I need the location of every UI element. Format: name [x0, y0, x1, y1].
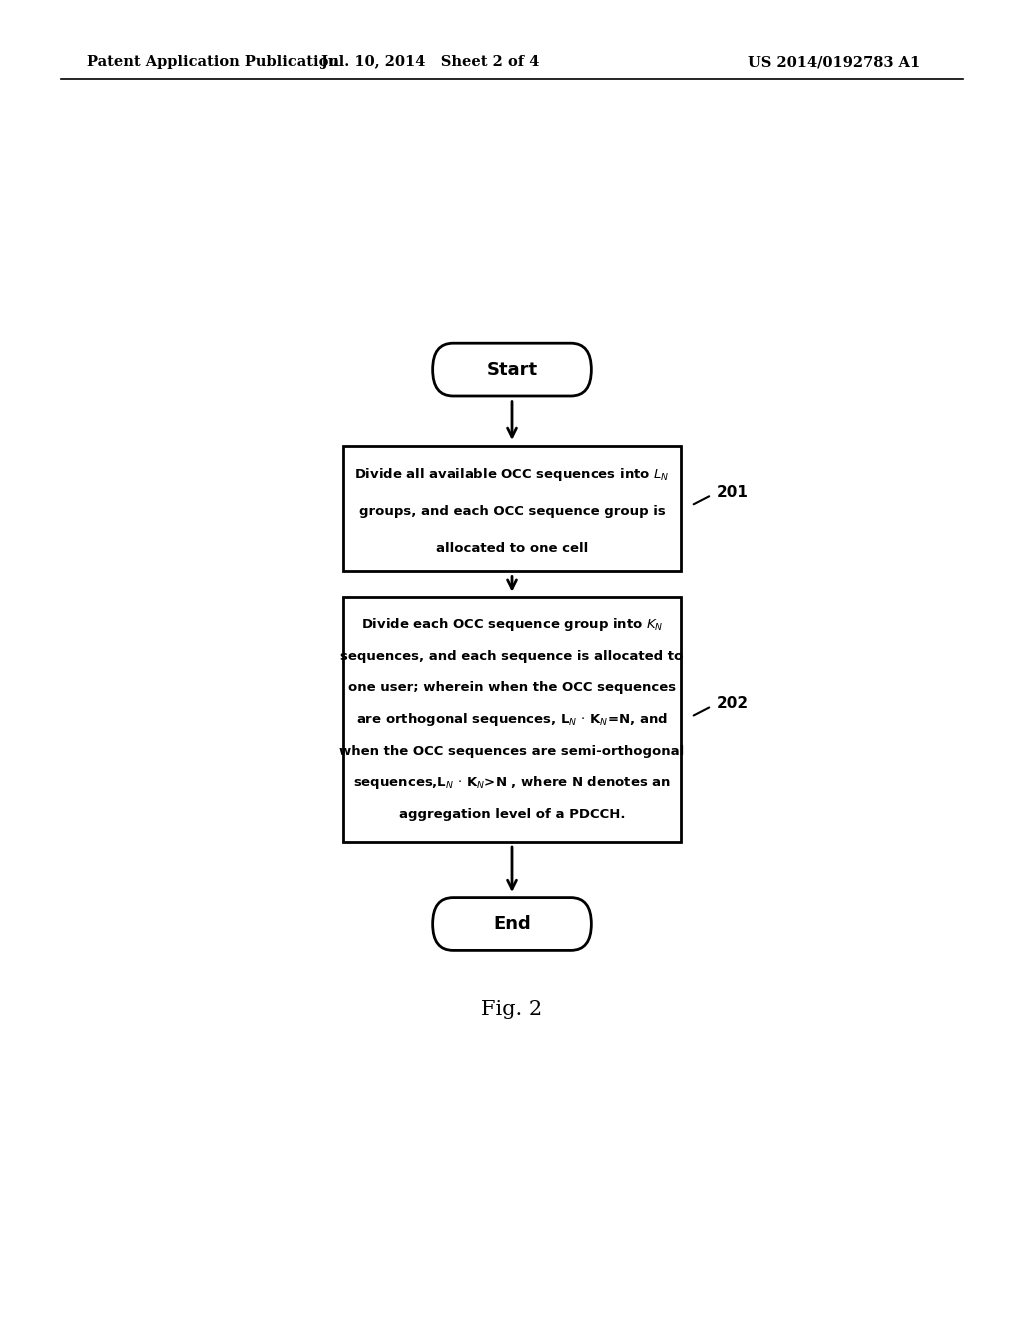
- Text: Divide each OCC sequence group into $\mathit{K}_{\mathit{N}}$: Divide each OCC sequence group into $\ma…: [360, 616, 664, 632]
- FancyBboxPatch shape: [432, 898, 592, 950]
- Text: allocated to one cell: allocated to one cell: [436, 543, 588, 556]
- Text: End: End: [494, 915, 530, 933]
- Text: aggregation level of a PDCCH.: aggregation level of a PDCCH.: [398, 808, 626, 821]
- Text: Divide all available OCC sequences into $\mathit{L}_{\mathit{N}}$: Divide all available OCC sequences into …: [354, 466, 670, 483]
- FancyBboxPatch shape: [343, 597, 681, 842]
- Text: 201: 201: [717, 484, 749, 500]
- Text: 202: 202: [717, 696, 749, 711]
- Text: Start: Start: [486, 360, 538, 379]
- Text: Patent Application Publication: Patent Application Publication: [87, 55, 339, 69]
- Text: when the OCC sequences are semi-orthogonal: when the OCC sequences are semi-orthogon…: [339, 744, 685, 758]
- Text: Jul. 10, 2014   Sheet 2 of 4: Jul. 10, 2014 Sheet 2 of 4: [321, 55, 540, 69]
- Text: sequences,L$_{\mathit{N}}$ $\cdot$ K$_{\mathit{N}}$>N , where N denotes an: sequences,L$_{\mathit{N}}$ $\cdot$ K$_{\…: [353, 775, 671, 791]
- FancyBboxPatch shape: [343, 446, 681, 570]
- Text: are orthogonal sequences, L$_{\mathit{N}}$ $\cdot$ K$_{\mathit{N}}$=N, and: are orthogonal sequences, L$_{\mathit{N}…: [356, 711, 668, 727]
- FancyBboxPatch shape: [432, 343, 592, 396]
- Text: Fig. 2: Fig. 2: [481, 1001, 543, 1019]
- Text: sequences, and each sequence is allocated to: sequences, and each sequence is allocate…: [340, 649, 684, 663]
- Text: groups, and each OCC sequence group is: groups, and each OCC sequence group is: [358, 506, 666, 519]
- Text: one user; wherein when the OCC sequences: one user; wherein when the OCC sequences: [348, 681, 676, 694]
- Text: US 2014/0192783 A1: US 2014/0192783 A1: [748, 55, 920, 69]
